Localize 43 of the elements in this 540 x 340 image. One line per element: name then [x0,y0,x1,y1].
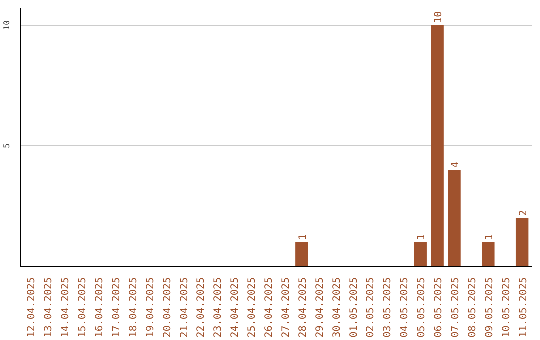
bar [296,242,308,266]
bar [448,170,461,266]
x-tick-label: 30.04.2025 [332,277,343,338]
x-tick-label: 25.04.2025 [247,277,258,338]
x-tick-label: 01.05.2025 [348,277,360,338]
data-label: 2 [518,210,530,216]
x-tick-label: 08.05.2025 [467,277,478,338]
x-tick-label: 02.05.2025 [366,277,377,338]
data-label: 1 [298,234,309,240]
x-tick-label: 05.05.2025 [416,277,428,338]
x-tick-label: 03.05.2025 [382,277,394,338]
x-tick-label: 06.05.2025 [434,277,445,338]
bar [431,25,444,266]
data-label: 1 [416,234,428,240]
data-label: 10 [434,11,445,24]
x-tick-label: 29.04.2025 [314,277,326,338]
x-tick-label: 23.04.2025 [213,277,224,338]
x-tick-label: 13.04.2025 [44,277,55,338]
x-tick-label: 12.04.2025 [26,277,38,338]
data-label: 4 [450,162,462,168]
x-tick-label: 22.04.2025 [196,277,208,338]
x-tick-label: 10.05.2025 [501,277,512,338]
x-tick-label: 19.04.2025 [145,277,156,338]
x-tick-label: 15.04.2025 [78,277,89,338]
x-tick-label: 07.05.2025 [450,277,462,338]
x-tick-label: 11.05.2025 [518,277,530,338]
bar [516,218,529,266]
x-tick-label: 26.04.2025 [264,277,276,338]
x-tick-label: 18.04.2025 [128,277,140,338]
data-label: 1 [484,234,496,240]
x-tick-label: 17.04.2025 [111,277,122,338]
bar [482,242,495,266]
bar [414,242,427,266]
x-tick-label: 09.05.2025 [484,277,496,338]
x-tick-label: 24.04.2025 [230,277,242,338]
x-tick-label: 27.04.2025 [280,277,292,338]
x-tick-label: 28.04.2025 [298,277,309,338]
x-tick-label: 20.04.2025 [162,277,174,338]
x-tick-label: 16.04.2025 [94,277,106,338]
y-tick-label: 5 [2,143,12,148]
x-tick-label: 14.04.2025 [60,277,72,338]
x-tick-label: 04.05.2025 [400,277,411,338]
x-tick-label: 21.04.2025 [179,277,190,338]
